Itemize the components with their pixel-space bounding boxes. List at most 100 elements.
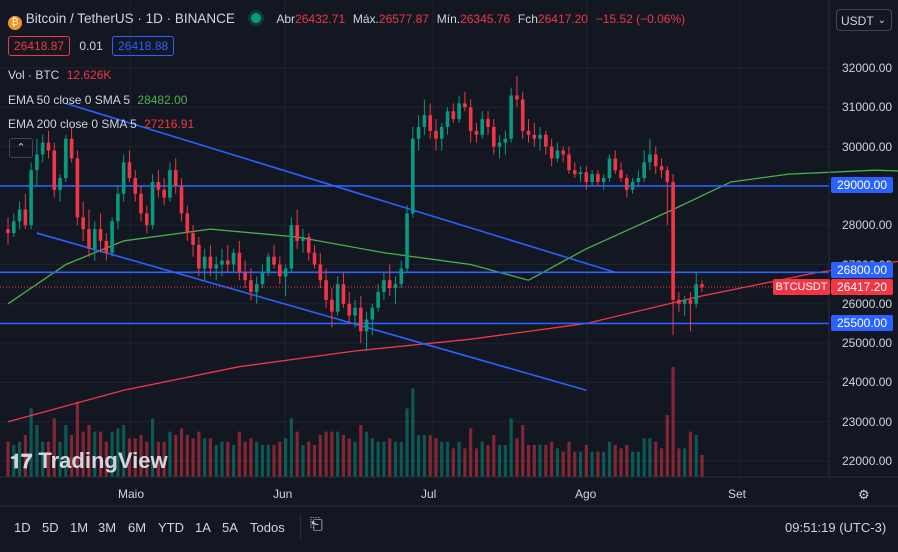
candle-body <box>630 181 635 190</box>
candle-body <box>700 284 704 288</box>
candle-body <box>52 150 57 190</box>
symbol-title[interactable]: Bitcoin / TetherUS · 1D · BINANCE <box>25 11 235 26</box>
volume-bar <box>463 448 467 477</box>
currency-selector[interactable]: USDT ⌄ <box>836 9 892 31</box>
candle-body <box>335 284 340 312</box>
volume-bar <box>509 418 513 477</box>
candle-body <box>58 178 62 190</box>
ema200-legend[interactable]: EMA 200 close 0 SMA 5 27216.91 <box>8 117 194 131</box>
volume-bar <box>503 445 507 477</box>
btc-logo-icon: ₿ <box>8 16 22 30</box>
ema50-line <box>7 169 898 305</box>
collapse-legend-button[interactable]: ⌃ <box>9 138 33 158</box>
volume-bar <box>555 448 560 477</box>
timeframe-button[interactable]: 5A <box>222 520 238 535</box>
volume-bar <box>278 441 282 477</box>
trade-buttons: 26418.87 0.01 26418.88 <box>8 36 175 56</box>
timeframe-button[interactable]: Todos <box>250 520 285 535</box>
volume-bar <box>58 441 62 477</box>
volume-bar <box>434 438 438 477</box>
volume-bar <box>197 431 201 477</box>
price-tick-label: 24000.00 <box>842 375 893 390</box>
clock-timezone[interactable]: 09:51:19 (UTC-3) <box>785 520 887 535</box>
timeframe-button[interactable]: 1M <box>70 520 89 535</box>
time-tick-label: Ago <box>575 487 597 501</box>
candle-body <box>688 299 693 304</box>
candle-body <box>509 95 513 139</box>
volume-bar <box>469 428 473 477</box>
candle-body <box>532 134 537 139</box>
low-value: 26345.76 <box>460 12 511 26</box>
date-range-icon[interactable]: ⎗ <box>310 516 323 533</box>
price-tick-label: 31000.00 <box>842 100 893 115</box>
ema50-legend[interactable]: EMA 50 close 0 SMA 5 28482.00 <box>8 93 187 107</box>
candle-body <box>179 185 184 214</box>
volume-bar <box>364 431 369 477</box>
volume-bar <box>35 425 39 477</box>
timeframe-button[interactable]: 3M <box>98 520 117 535</box>
open-value: 26432.71 <box>295 12 346 26</box>
volume-bar <box>648 438 652 477</box>
candle-body <box>278 264 282 277</box>
volume-bar <box>677 448 681 477</box>
candle-body <box>185 213 190 234</box>
timeframe-button[interactable]: 1D <box>14 520 31 535</box>
candle-body <box>121 162 126 194</box>
candle-body <box>671 181 675 300</box>
volume-bar <box>208 438 213 477</box>
price-tick-label: 32000.00 <box>842 61 893 75</box>
candle-body <box>75 158 80 218</box>
tradingview-watermark: 𝟏𝟕 TradingView <box>10 448 168 474</box>
volume-bar <box>411 388 415 477</box>
time-tick-label: Jun <box>273 487 293 501</box>
volume-bar <box>70 435 74 477</box>
last-price-tag: 26417.20 <box>831 279 893 295</box>
timeframe-button[interactable]: 5D <box>42 520 59 535</box>
volume-bar <box>162 441 166 477</box>
volume-bar <box>497 445 502 477</box>
level-tag-29000: 29000.00 <box>831 177 893 193</box>
candle-body <box>324 280 328 300</box>
volume-bar <box>266 445 270 477</box>
sell-button[interactable]: 26418.87 <box>8 36 71 56</box>
candle-body <box>601 178 606 182</box>
candle-body <box>173 170 178 186</box>
candle-body <box>590 174 594 182</box>
volume-bar <box>492 435 496 477</box>
candle-body <box>405 213 409 269</box>
timeframe-button[interactable]: YTD <box>158 520 184 535</box>
timeframe-button[interactable]: 6M <box>128 520 147 535</box>
trendline <box>36 232 587 392</box>
volume-bar <box>451 448 455 477</box>
volume-bar <box>93 431 97 477</box>
volume-bar <box>249 438 253 477</box>
volume-bar <box>220 441 224 477</box>
candle-body <box>665 170 670 182</box>
buy-button[interactable]: 26418.88 <box>112 36 175 56</box>
volume-bar <box>631 451 635 477</box>
candle-body <box>110 221 114 253</box>
volume-bar <box>486 445 490 477</box>
volume-bar <box>179 428 184 477</box>
volume-bar <box>607 441 612 477</box>
candle-body <box>549 146 554 159</box>
settings-gear-icon[interactable]: ⚙ <box>858 487 870 502</box>
volume-bar <box>584 445 588 477</box>
candle-body <box>613 158 618 171</box>
candle-body <box>468 107 473 131</box>
candle-body <box>312 252 317 265</box>
candle-body <box>87 229 91 249</box>
candles <box>6 75 704 351</box>
currency-label: USDT <box>841 14 874 28</box>
volume-bar <box>104 441 108 477</box>
volume-bar <box>526 445 531 477</box>
timeframe-button[interactable]: 1A <box>195 520 211 535</box>
toolbar-divider <box>300 514 301 540</box>
candle-body <box>29 170 33 226</box>
candle-body <box>642 162 646 179</box>
volume-legend[interactable]: Vol · BTC 12.626K <box>8 68 111 82</box>
candle-body <box>260 272 265 285</box>
candle-body <box>40 142 45 155</box>
volume-label: Vol · BTC <box>8 68 60 82</box>
